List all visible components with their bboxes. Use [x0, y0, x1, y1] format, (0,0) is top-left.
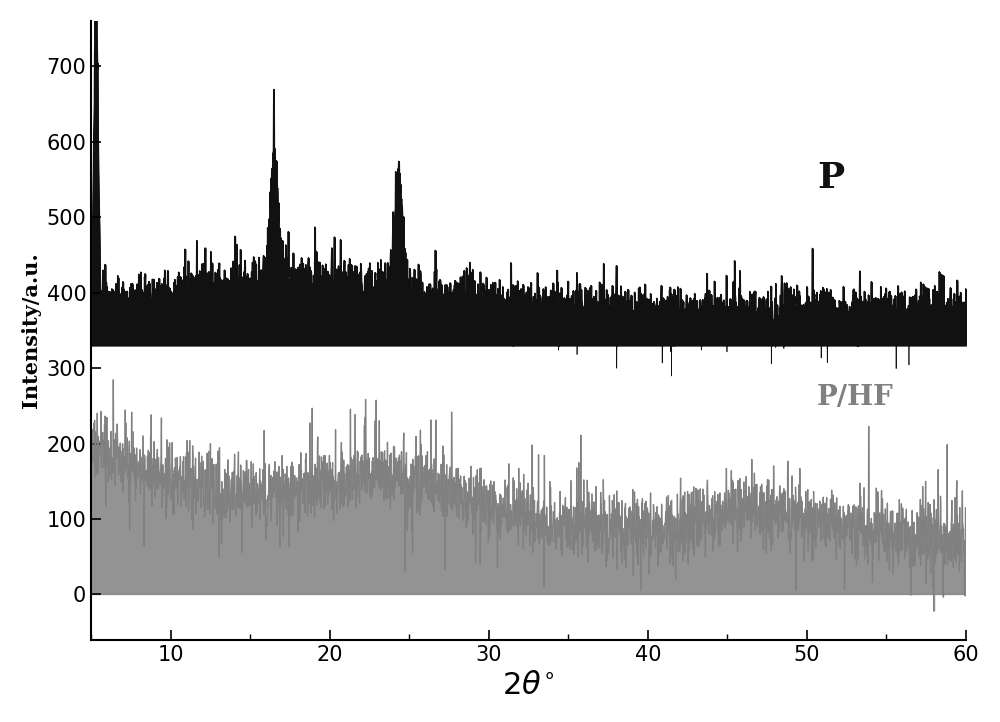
- Text: P/HF: P/HF: [817, 383, 894, 411]
- Y-axis label: Intensity/a.u.: Intensity/a.u.: [21, 253, 41, 408]
- Text: P: P: [817, 161, 844, 195]
- X-axis label: $\mathit{2\theta}^{\circ}$: $\mathit{2\theta}^{\circ}$: [502, 670, 555, 701]
